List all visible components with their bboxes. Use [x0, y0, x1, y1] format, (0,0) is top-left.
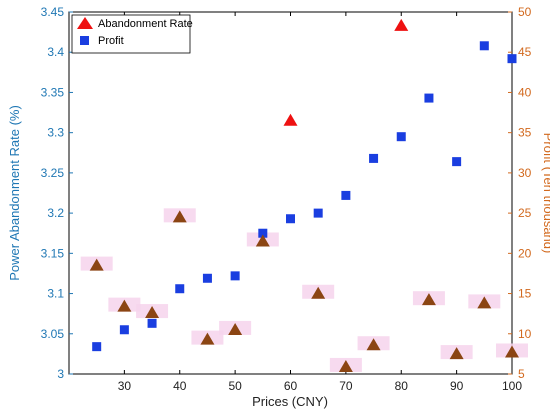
- profit-point: [258, 228, 268, 238]
- right-tick-label: 40: [518, 85, 532, 99]
- abandonment-point: [449, 347, 464, 360]
- x-axis: 30 40 50 60 70 80 90 100: [118, 12, 522, 393]
- right-tick-label: 30: [518, 166, 532, 180]
- right-tick-label: 45: [518, 45, 532, 59]
- x-tick-label: 100: [502, 379, 522, 393]
- right-tick-label: 5: [518, 367, 525, 381]
- right-y-axis-label: Profit (Ten thousand): [541, 133, 550, 254]
- abandonment-point: [505, 345, 519, 358]
- left-tick-label: 3.15: [41, 246, 65, 260]
- profit-point: [175, 284, 185, 294]
- profit-point: [424, 93, 434, 103]
- abandonment-point: [394, 18, 409, 31]
- abandonment-point: [89, 258, 104, 271]
- left-y-axis-label: Power Abandonment Rate (%): [7, 105, 22, 281]
- x-tick-label: 30: [118, 379, 132, 393]
- left-tick-label: 3.1: [47, 287, 64, 301]
- abandonment-point: [477, 296, 492, 309]
- right-tick-label: 50: [518, 5, 532, 19]
- profit-point: [286, 214, 295, 224]
- abandonment-point: [228, 322, 243, 335]
- left-tick-label: 3.3: [47, 126, 64, 140]
- profit-point: [507, 54, 517, 64]
- profit-point: [369, 153, 379, 163]
- profit-point: [479, 41, 489, 51]
- abandonment-point: [145, 306, 160, 319]
- left-tick-label: 3.2: [47, 206, 64, 220]
- x-tick-label: 40: [173, 379, 187, 393]
- legend-box: [71, 14, 191, 54]
- abandonment-point: [255, 234, 270, 247]
- left-y-axis: 3 3.05 3.1 3.15 3.2 3.25 3.3 3.35 3.4 3.45: [41, 5, 73, 381]
- profit-point: [147, 318, 157, 328]
- profit-point: [202, 273, 212, 283]
- profit-point: [396, 132, 406, 142]
- abandonment-point: [366, 338, 381, 351]
- right-tick-label: 35: [518, 126, 532, 140]
- x-tick-label: 50: [228, 379, 242, 393]
- x-tick-label: 90: [450, 379, 464, 393]
- x-axis-label: Prices (CNY): [252, 394, 328, 409]
- legend-square-icon: [80, 36, 89, 45]
- abandonment-point: [283, 113, 298, 126]
- left-tick-label: 3.25: [41, 166, 65, 180]
- abandonment-point: [117, 299, 132, 312]
- left-tick-label: 3.05: [41, 327, 65, 341]
- profit-point: [230, 271, 240, 281]
- abandonment-point: [200, 332, 215, 345]
- abandonment-point: [338, 359, 353, 372]
- right-tick-label: 25: [518, 206, 532, 220]
- profit-point: [341, 190, 351, 200]
- abandonment-point: [172, 210, 187, 223]
- right-tick-label: 20: [518, 246, 532, 260]
- profit-point: [313, 208, 323, 218]
- left-tick-label: 3.4: [47, 45, 64, 59]
- x-tick-label: 80: [395, 379, 409, 393]
- legend: Abandonment Rate Profit: [71, 14, 193, 54]
- abandonment-point: [311, 286, 326, 299]
- x-tick-label: 70: [339, 379, 353, 393]
- profit-point: [452, 157, 462, 167]
- profit-series: [92, 41, 517, 352]
- left-tick-label: 3: [57, 367, 64, 381]
- legend-label-abandonment: Abandonment Rate: [98, 18, 193, 30]
- abandonment-point: [421, 293, 436, 306]
- x-tick-label: 60: [284, 379, 298, 393]
- right-tick-label: 10: [518, 327, 532, 341]
- left-tick-label: 3.35: [41, 85, 65, 99]
- legend-triangle-icon: [77, 17, 93, 29]
- profit-point: [92, 342, 102, 352]
- plot-area: [68, 11, 513, 375]
- abandonment-series: [89, 18, 519, 372]
- right-tick-label: 15: [518, 287, 532, 301]
- legend-label-profit: Profit: [98, 35, 124, 47]
- profit-point: [119, 325, 129, 335]
- right-y-axis: 5 10 15 20 25 30 35 40 45 50: [508, 5, 532, 381]
- left-tick-label: 3.45: [41, 5, 65, 19]
